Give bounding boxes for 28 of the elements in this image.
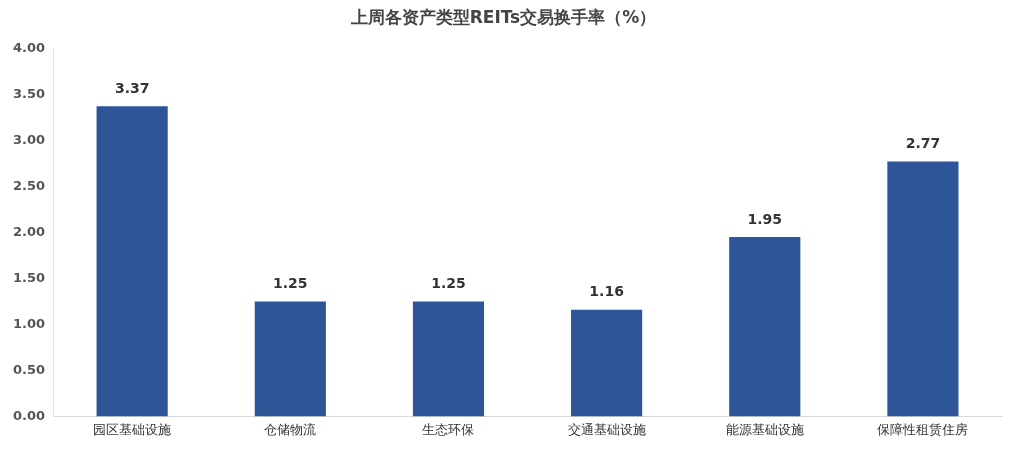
data-label: 1.16 [589,283,624,300]
x-tick-label: 交通基础设施 [567,421,646,437]
data-label: 1.25 [273,275,308,292]
data-label: 3.37 [114,80,150,96]
y-tick-label: 0.50 [13,361,46,377]
y-tick-label: 0.00 [13,407,46,423]
x-tick-label: 能源基础设施 [725,421,804,437]
bar [96,106,168,417]
bar [571,309,643,417]
data-label: 1.25 [431,275,466,292]
y-tick-label: 1.00 [13,315,46,331]
x-tick-label: 园区基础设施 [93,421,172,437]
y-tick-label: 3.00 [13,131,46,147]
y-tick-label: 4.00 [13,39,46,55]
y-tick-label: 1.50 [13,269,46,285]
data-label: 1.95 [747,210,783,227]
bar [412,301,485,417]
x-tick-label: 生态环保 [422,421,475,437]
x-tick-label: 仓储物流 [264,421,317,437]
y-tick-label: 2.00 [13,223,46,239]
y-tick-label: 3.50 [13,85,46,101]
bar [887,161,959,417]
bar [729,237,801,417]
y-tick-label: 2.50 [13,177,46,193]
data-label: 2.77 [905,135,941,152]
bar [254,301,326,417]
x-tick-label: 保障性租赁住房 [877,421,969,437]
chart-title: 上周各资产类型REITs交易换手率（%） [349,6,657,27]
